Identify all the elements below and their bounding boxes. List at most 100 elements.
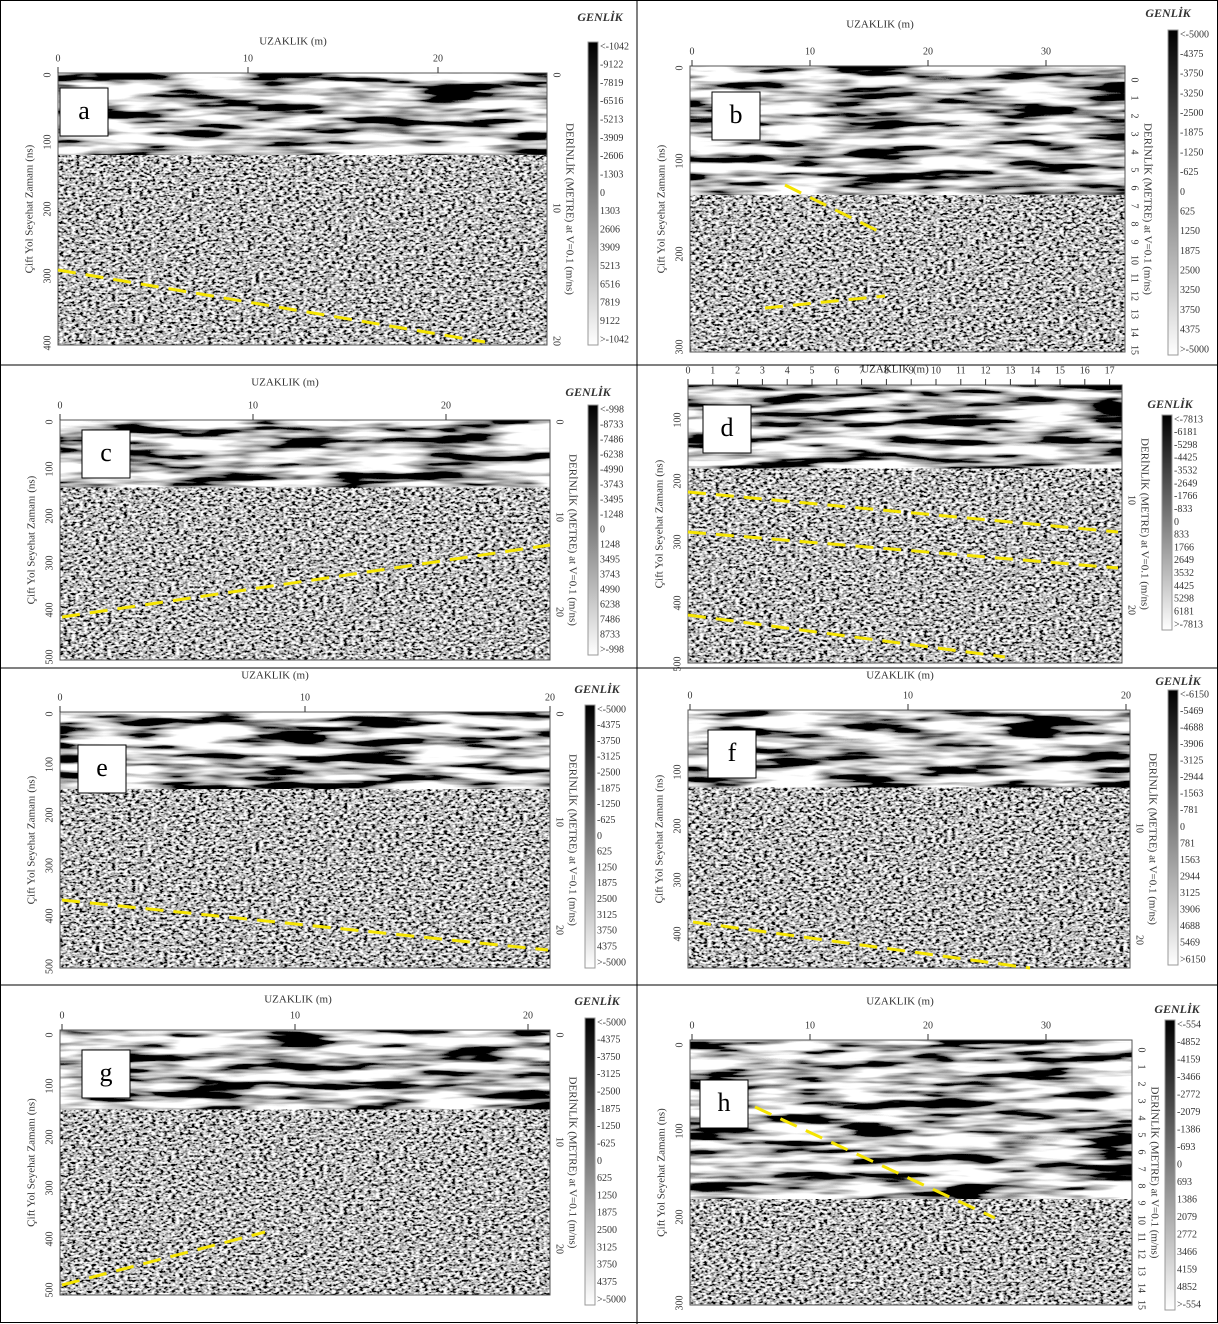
depth-tick-label: 20 [1134,935,1145,945]
plot-border [689,1039,1133,1306]
x-tick-label: 0 [56,53,61,64]
colorbar-label: 625 [597,1173,612,1184]
colorbar-label: 4990 [600,584,620,595]
colorbar-label: -1766 [1174,491,1197,502]
interpreted-reflector [784,183,881,234]
colorbar-label: >-5000 [597,1294,626,1305]
y-tick-label: 200 [674,247,685,262]
x-tick-label: 0 [58,692,63,703]
x-tick-label: 20 [523,1010,533,1021]
colorbar-label: -781 [1180,805,1198,816]
y-tick-label: 200 [672,474,683,489]
colorbar-label: 3750 [1180,305,1200,316]
y-tick-label: 100 [672,765,683,780]
y-tick-label: 200 [42,202,53,217]
y-tick-label: 0 [44,420,55,425]
y-tick-label: 200 [44,1130,55,1145]
y-tick-label: 200 [672,819,683,834]
y-axis-title: Çift Yol Seyehat Zamanı (ns) [26,1098,38,1227]
x-axis-title: UZAKLIK (m) [259,36,327,48]
colorbar-label: 4688 [1180,921,1200,932]
colorbar-label: >6150 [1180,954,1206,965]
plot-border [57,72,548,346]
y-tick-label: 200 [44,509,55,524]
colorbar-label: 7486 [600,614,620,625]
y-tick-label: 300 [44,1181,55,1196]
depth-tick-label: 20 [554,607,565,617]
depth-tick-label: 0 [554,420,565,425]
colorbar-label: 1250 [597,862,617,873]
depth-tick-label: 9 [1136,1201,1147,1206]
amplitude-title: GENLİK [1154,1002,1200,1016]
x-tick-label: 0 [60,1010,65,1021]
depth-tick-label: 0 [551,73,562,78]
depth-axis-title: DERİNLİK (METRE) at V=0.1 (m/ns) [566,754,578,926]
colorbar-label: -1248 [600,509,623,520]
depth-tick-label: 20 [1126,605,1137,615]
colorbar-label: -3495 [600,494,623,505]
depth-tick-label: 20 [554,1244,565,1254]
x-tick-label: 10 [248,400,258,411]
colorbar-label: -3125 [1180,756,1203,767]
colorbar-label: -4375 [597,720,620,731]
colorbar-label: -4990 [600,464,623,475]
depth-tick-label: 10 [554,1137,565,1147]
colorbar-label: -5213 [600,115,623,126]
colorbar-label: 0 [600,524,605,535]
radargram-panel: UZAKLIK (m) 0 10 20 Çift Yol Seyehat Zamanı … [26,377,624,665]
colorbar-label: 3906 [1180,905,1200,916]
x-axis-title: UZAKLIK (m) [866,670,934,682]
x-tick-label: 12 [981,365,991,376]
colorbar-label: -4375 [597,1035,620,1046]
depth-tick-label: 10 [551,203,562,213]
colorbar-label: <-998 [600,404,624,415]
y-tick-label: 100 [44,1079,55,1094]
colorbar-label: 1250 [597,1190,617,1201]
colorbar [584,704,596,969]
y-tick-label: 100 [674,154,685,169]
radargram-reflections [60,420,550,488]
y-tick-label: 200 [44,808,55,823]
y-axis-title: Çift Yol Seyehat Zamanı (ns) [656,1108,668,1237]
depth-tick-label: 3 [1136,1099,1147,1104]
depth-tick-label: 8 [1136,1184,1147,1189]
depth-tick-label: 3 [1129,132,1140,137]
x-tick-label: 10 [290,1010,300,1021]
colorbar-label: -4852 [1177,1037,1200,1048]
depth-tick-label: 13 [1129,309,1140,319]
y-axis-title: Çift Yol Seyehat Zamanı (ns) [24,144,36,273]
colorbar-label: 2649 [1174,555,1194,566]
colorbar-label: 3250 [1180,285,1200,296]
colorbar-label: 3743 [600,569,620,580]
colorbar-label: 3909 [600,243,620,254]
colorbar-label: 3750 [597,926,617,937]
colorbar-label: -3909 [600,133,623,144]
plot-border [59,1029,551,1296]
x-axis-title: UZAKLIK (m) [241,670,309,682]
depth-tick-label: 8 [1129,222,1140,227]
colorbar-label: -5298 [1174,440,1197,451]
colorbar-label: 5469 [1180,938,1200,949]
x-tick-label: 3 [760,365,765,376]
radargram-reflections [60,1030,550,1110]
depth-tick-label: 2 [1129,114,1140,119]
depth-tick-label: 10 [1126,495,1137,505]
depth-tick-label: 12 [1129,291,1140,301]
x-tick-label: 20 [545,692,555,703]
x-tick-label: 1 [710,365,715,376]
colorbar-label: 1250 [1180,226,1200,237]
colorbar-label: 0 [597,831,602,842]
colorbar-label: <-5000 [597,1017,626,1028]
colorbar-label: 1875 [1180,246,1200,257]
colorbar-label: 2500 [597,1225,617,1236]
x-tick-label: 0 [686,365,691,376]
colorbar-label: -3532 [1174,466,1197,477]
colorbar-label: 2606 [600,224,620,235]
depth-tick-label: 6 [1129,186,1140,191]
colorbar-label: 0 [597,1156,602,1167]
depth-tick-label: 14 [1136,1283,1147,1293]
colorbar-label: -3743 [600,479,623,490]
panel-label: h [718,1088,731,1117]
colorbar-label: 3466 [1177,1247,1197,1258]
y-tick-label: 200 [674,1210,685,1225]
